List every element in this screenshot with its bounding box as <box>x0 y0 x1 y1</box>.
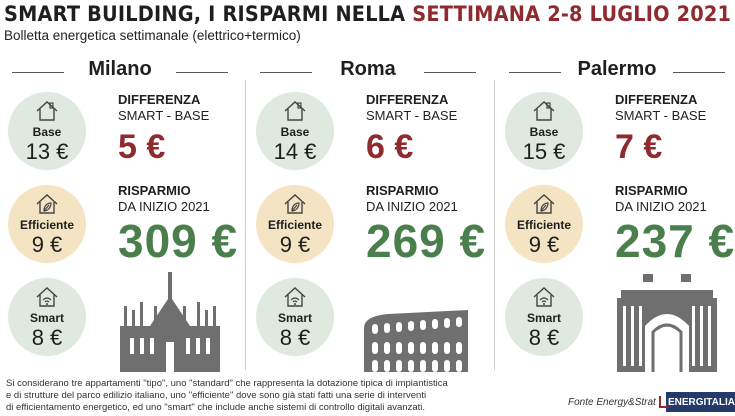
page-subtitle: Bolletta energetica settimanale (elettri… <box>4 28 301 43</box>
base-label: Base <box>529 125 559 139</box>
smart-circle: Smart 8 € <box>8 278 86 356</box>
logo-mark-icon <box>656 392 669 412</box>
city-name: Milano <box>88 58 152 80</box>
colosseo-illustration <box>364 310 468 372</box>
city-rule <box>12 72 64 73</box>
efficiente-label: Efficiente <box>19 218 74 232</box>
title-main: SMART BUILDING, I RISPARMI NELLA <box>4 2 413 26</box>
city-rule <box>424 72 476 73</box>
city-column-palermo: Palermo Base 15 € Efficiente 9 € Smart 8… <box>497 58 735 372</box>
page-title: SMART BUILDING, I RISPARMI NELLA SETTIMA… <box>4 2 731 26</box>
city-name: Palermo <box>577 58 657 80</box>
smart-value: 8 € <box>31 325 63 350</box>
source-credit: Fonte Energy&Strategy <box>568 397 672 408</box>
differenza-label: DIFFERENZA <box>118 92 201 107</box>
smart-circle: Smart 8 € <box>256 278 334 356</box>
base-circle: Base 13 € <box>8 92 86 170</box>
city-column-milano: Milano Base 13 € Efficiente 9 € Smart 8 … <box>0 58 240 372</box>
efficiente-circle: Efficiente 9 € <box>256 185 334 263</box>
efficiente-value: 9 € <box>31 232 63 257</box>
logo-text: ENERGITALIA <box>667 396 735 408</box>
column-separator <box>245 80 246 370</box>
smart-label: Smart <box>526 311 561 325</box>
risparmio-value: 269 € <box>366 215 487 267</box>
house-leaf-icon <box>284 194 306 214</box>
city-rule <box>509 72 561 73</box>
differenza-sublabel: SMART - BASE <box>118 108 210 123</box>
city-rule <box>260 72 312 73</box>
base-circle: Base 15 € <box>505 92 583 170</box>
efficiente-circle: Efficiente 9 € <box>8 185 86 263</box>
differenza-label: DIFFERENZA <box>366 92 449 107</box>
differenza-value: 7 € <box>615 128 663 166</box>
teatro-politeama-illustration <box>617 274 717 372</box>
differenza-label: DIFFERENZA <box>615 92 698 107</box>
footnote-line: di efficientamento energetico, ed uno "s… <box>6 402 425 413</box>
efficiente-label: Efficiente <box>516 218 571 232</box>
title-accent: SETTIMANA 2-8 LUGLIO 2021 <box>412 2 732 26</box>
risparmio-label: RISPARMIO <box>615 183 688 198</box>
risparmio-sublabel: DA INIZIO 2021 <box>118 199 210 214</box>
smart-circle: Smart 8 € <box>505 278 583 356</box>
smart-value: 8 € <box>528 325 560 350</box>
smart-label: Smart <box>29 311 64 325</box>
house-leaf-icon <box>36 194 58 214</box>
city-rule <box>176 72 228 73</box>
city-column-roma: Roma Base 14 € Efficiente 9 € Smart 8 € … <box>248 58 488 372</box>
footnote: Si considerano tre appartamenti "tipo", … <box>6 378 596 414</box>
differenza-sublabel: SMART - BASE <box>615 108 707 123</box>
risparmio-value: 237 € <box>615 215 735 267</box>
house-wifi-icon <box>284 287 306 307</box>
efficiente-value: 9 € <box>528 232 560 257</box>
differenza-value: 6 € <box>366 128 414 166</box>
efficiente-label: Efficiente <box>267 218 322 232</box>
base-value: 15 € <box>522 139 566 164</box>
footnote-line: Si considerano tre appartamenti "tipo", … <box>6 378 448 389</box>
base-circle: Base 14 € <box>256 92 334 170</box>
smart-label: Smart <box>277 311 312 325</box>
house-leaf-icon <box>533 194 555 214</box>
risparmio-sublabel: DA INIZIO 2021 <box>615 199 707 214</box>
base-label: Base <box>280 125 310 139</box>
house-icon <box>533 101 555 121</box>
risparmio-label: RISPARMIO <box>118 183 191 198</box>
risparmio-sublabel: DA INIZIO 2021 <box>366 199 458 214</box>
column-separator <box>494 80 495 370</box>
base-label: Base <box>32 125 62 139</box>
footnote-line: e di strutture del parco edilizio italia… <box>6 390 427 401</box>
house-icon <box>284 101 306 121</box>
risparmio-value: 309 € <box>118 215 239 267</box>
city-name: Roma <box>340 58 396 80</box>
smart-value: 8 € <box>279 325 311 350</box>
base-value: 13 € <box>25 139 69 164</box>
duomo-milano-illustration <box>120 272 220 372</box>
risparmio-label: RISPARMIO <box>366 183 439 198</box>
efficiente-value: 9 € <box>279 232 311 257</box>
house-icon <box>36 101 58 121</box>
base-value: 14 € <box>273 139 317 164</box>
house-wifi-icon <box>533 287 555 307</box>
energitalia-logo: ENERGITALIA <box>656 392 735 412</box>
house-wifi-icon <box>36 287 58 307</box>
city-rule <box>673 72 725 73</box>
efficiente-circle: Efficiente 9 € <box>505 185 583 263</box>
differenza-sublabel: SMART - BASE <box>366 108 458 123</box>
differenza-value: 5 € <box>118 128 166 166</box>
